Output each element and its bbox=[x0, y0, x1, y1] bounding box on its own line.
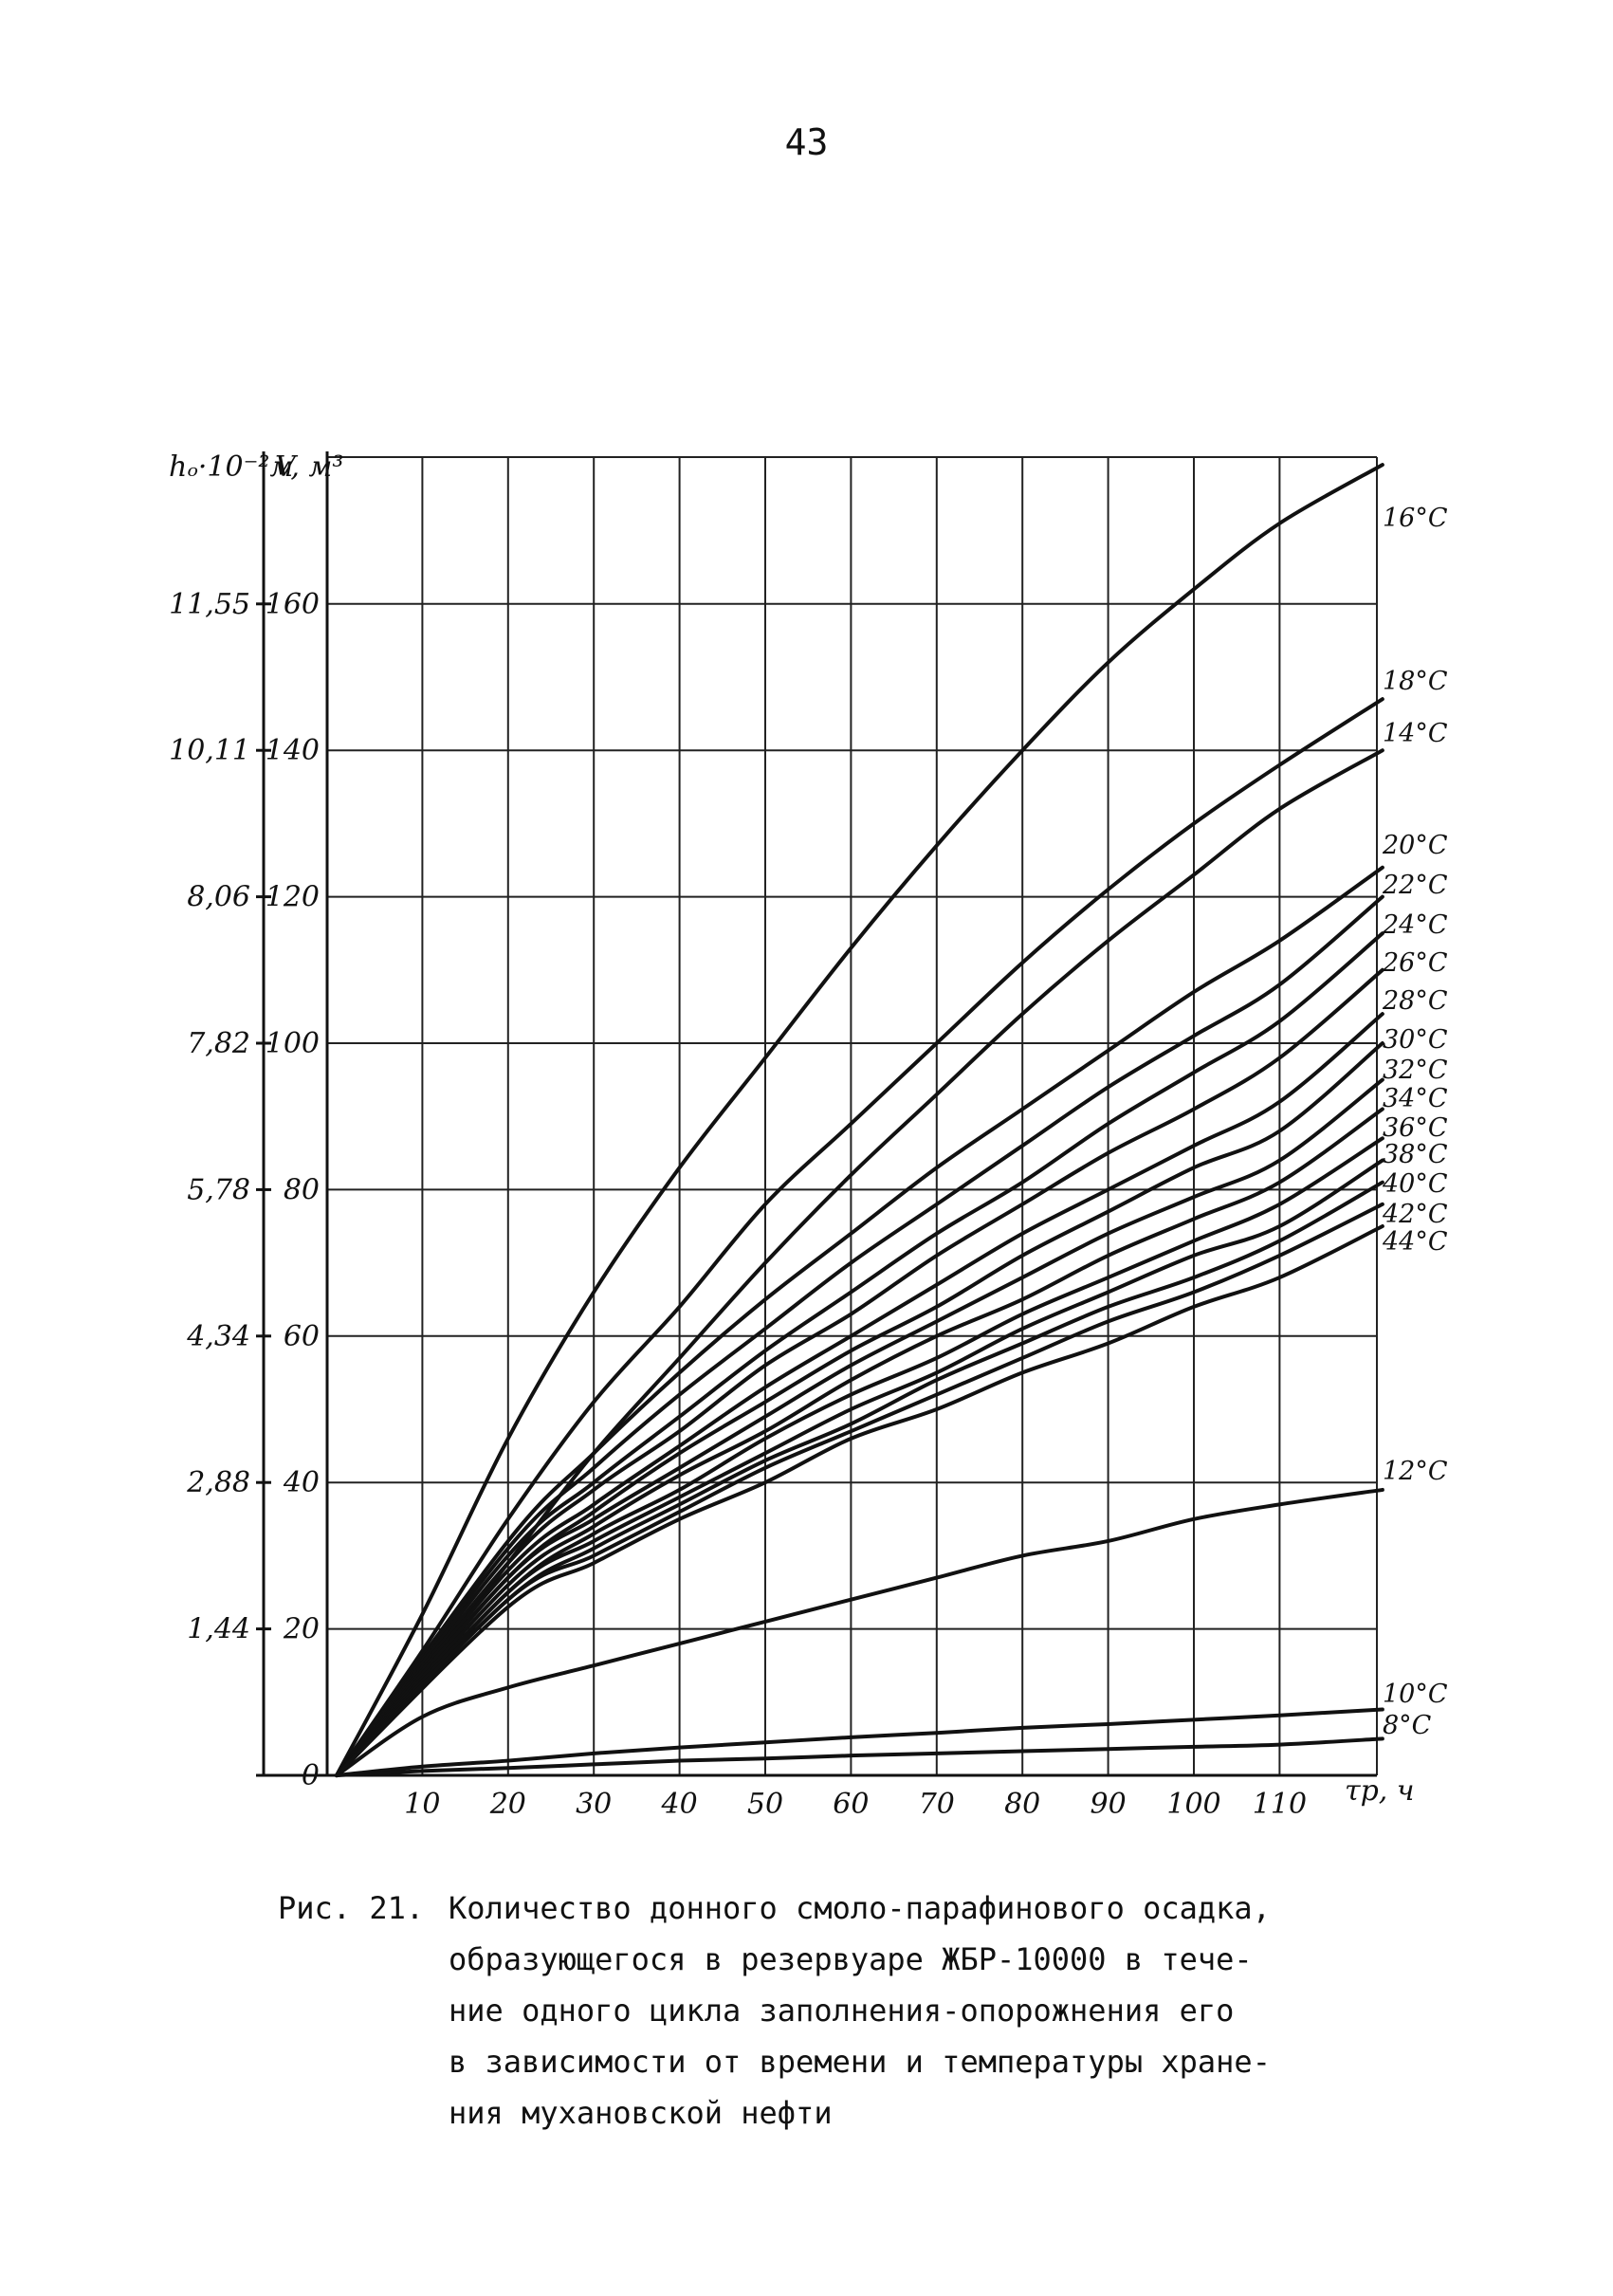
y-tick-label: 40 bbox=[283, 1466, 320, 1499]
y2-tick-label: 4,34 bbox=[186, 1320, 250, 1353]
series-label: 40°С bbox=[1382, 1169, 1448, 1199]
chart-axes bbox=[262, 451, 1377, 1777]
series-line bbox=[335, 1224, 1384, 1777]
x-tick-label: 70 bbox=[919, 1788, 955, 1821]
series-label: 8°С bbox=[1383, 1711, 1432, 1740]
series-line bbox=[335, 1041, 1384, 1777]
y2-tick-label: 11,55 bbox=[169, 588, 250, 621]
series-line bbox=[335, 1487, 1384, 1777]
x-tick-label: 50 bbox=[747, 1788, 783, 1821]
series-line bbox=[335, 1107, 1384, 1777]
series-label: 22°С bbox=[1382, 871, 1448, 900]
series-line bbox=[335, 1707, 1384, 1777]
series-label: 18°С bbox=[1383, 667, 1448, 696]
caption-line: в зависимости от времени и температуры х… bbox=[449, 2044, 1271, 2080]
y2-tick-label: 5,78 bbox=[187, 1173, 250, 1206]
series-line bbox=[335, 1012, 1384, 1777]
y-tick-label: 100 bbox=[266, 1027, 320, 1060]
series-label: 26°С bbox=[1382, 948, 1448, 978]
y2-tick-label: 2,88 bbox=[186, 1466, 250, 1499]
x-tick-label: 30 bbox=[576, 1788, 612, 1821]
y-tick-label: 160 bbox=[266, 588, 320, 621]
x-tick-label: 80 bbox=[1004, 1788, 1040, 1821]
caption-prefix: Рис. 21. bbox=[278, 1890, 425, 1926]
y-tick-label: 60 bbox=[284, 1320, 320, 1353]
series-line bbox=[335, 1136, 1384, 1777]
series-label: 30°С bbox=[1383, 1025, 1448, 1055]
series-label: 24°С bbox=[1382, 910, 1448, 940]
chart-curves bbox=[335, 463, 1384, 1777]
series-line bbox=[335, 697, 1384, 1777]
series-line bbox=[335, 1202, 1384, 1777]
y-tick-label: 120 bbox=[266, 881, 320, 914]
series-line bbox=[335, 463, 1384, 1777]
series-line bbox=[335, 865, 1384, 1777]
x-tick-label: 100 bbox=[1166, 1788, 1220, 1821]
series-label: 16°С bbox=[1383, 504, 1448, 533]
x-tick-label: 60 bbox=[833, 1788, 869, 1821]
series-line bbox=[335, 967, 1384, 1777]
figure-caption: Рис. 21. Количество донного смоло-парафи… bbox=[278, 1883, 1397, 2139]
series-label: 10°С bbox=[1383, 1680, 1448, 1709]
y-axis-title: V, м³ bbox=[275, 450, 343, 484]
y-tick-label: 20 bbox=[283, 1613, 320, 1646]
series-line bbox=[335, 931, 1384, 1777]
caption-line: образующегося в резервуаре ЖБР-10000 в т… bbox=[449, 1941, 1253, 1977]
series-label: 38°С bbox=[1383, 1140, 1448, 1169]
x-tick-label: 20 bbox=[489, 1788, 526, 1821]
y-tick-label: 80 bbox=[284, 1173, 320, 1206]
x-tick-label: 10 bbox=[404, 1788, 440, 1821]
series-label: 12°С bbox=[1383, 1457, 1448, 1486]
x-axis-title: τр, ч bbox=[1345, 1774, 1415, 1808]
x-tick-label: 110 bbox=[1253, 1788, 1307, 1821]
y-tick-label: 0 bbox=[302, 1759, 320, 1792]
y2-tick-label: 7,82 bbox=[187, 1027, 250, 1060]
x-tick-label: 90 bbox=[1091, 1788, 1127, 1821]
series-label: 28°С bbox=[1382, 986, 1448, 1016]
series-label: 36°С bbox=[1383, 1113, 1448, 1143]
caption-line: ния мухановской нефти bbox=[449, 2095, 833, 2131]
series-label: 42°С bbox=[1382, 1200, 1448, 1229]
series-label: 34°С bbox=[1383, 1084, 1448, 1113]
series-line bbox=[335, 1158, 1384, 1777]
chart: 0 20 1,44 40 2,88 60 4,34 80 5,78 100 7,82 120 8,06 1… bbox=[169, 450, 1448, 1821]
y2-tick-label: 8,06 bbox=[187, 881, 250, 914]
y2-tick-label: 1,44 bbox=[187, 1613, 250, 1646]
series-label: 44°С bbox=[1382, 1227, 1448, 1257]
series-labels: 16°С 18°С 14°С 20°С 22°С 24°С 26°С 28°С 30°С32°С… bbox=[1382, 504, 1448, 1740]
series-line bbox=[335, 1180, 1384, 1777]
y-tick-label: 140 bbox=[266, 734, 320, 767]
chart-ticks: 0 20 1,44 40 2,88 60 4,34 80 5,78 100 7,82 120 8,06 1… bbox=[169, 588, 1307, 1821]
x-tick-label: 40 bbox=[661, 1788, 698, 1821]
caption-line: Количество донного смоло-парафинового ос… bbox=[449, 1890, 1271, 1926]
caption-line: ние одного цикла заполнения-опорожнения … bbox=[449, 1993, 1235, 2029]
series-line bbox=[335, 894, 1384, 1777]
series-line bbox=[335, 1736, 1384, 1777]
series-label: 20°С bbox=[1382, 831, 1448, 860]
y-axis-title-secondary: hₒ·10⁻²м bbox=[169, 450, 293, 484]
page-number: 43 bbox=[784, 121, 829, 163]
series-label: 14°С bbox=[1383, 719, 1448, 748]
series-line bbox=[335, 1077, 1384, 1777]
y2-tick-label: 10,11 bbox=[169, 734, 250, 767]
chart-grid bbox=[327, 456, 1378, 1776]
series-label: 32°С bbox=[1383, 1056, 1448, 1085]
